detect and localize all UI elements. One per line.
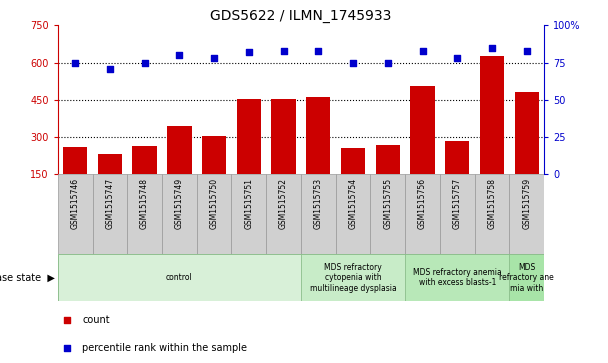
Bar [370,174,405,254]
Text: GSM1515756: GSM1515756 [418,178,427,229]
Point [314,48,323,54]
Bar [237,99,261,174]
Bar [92,174,127,254]
Bar [127,174,162,254]
Text: count: count [82,315,109,325]
Bar [376,145,400,174]
Bar [410,86,435,174]
Text: MDS
refractory ane
mia with: MDS refractory ane mia with [499,263,554,293]
Point [452,55,462,61]
Bar [98,154,122,174]
Bar [63,147,88,174]
Bar [202,136,226,174]
Bar [440,174,475,254]
Bar [336,174,370,254]
Point [105,66,115,72]
Bar [301,254,405,301]
Point [63,317,72,323]
Point [348,60,358,65]
Point [278,48,288,54]
Bar [306,97,331,174]
Bar [514,92,539,174]
Title: GDS5622 / ILMN_1745933: GDS5622 / ILMN_1745933 [210,9,392,23]
Text: GSM1515749: GSM1515749 [175,178,184,229]
Bar [341,148,365,174]
Point [63,345,72,351]
Bar [197,174,232,254]
Text: GSM1515746: GSM1515746 [71,178,80,229]
Text: GSM1515751: GSM1515751 [244,178,254,229]
Text: GSM1515753: GSM1515753 [314,178,323,229]
Bar [480,56,504,174]
Text: GSM1515757: GSM1515757 [453,178,462,229]
Text: GSM1515750: GSM1515750 [210,178,219,229]
Point [209,55,219,61]
Text: control: control [166,273,193,282]
Bar [58,174,92,254]
Bar [405,174,440,254]
Text: GSM1515758: GSM1515758 [488,178,497,229]
Bar [167,126,192,174]
Bar [271,99,295,174]
Bar [475,174,510,254]
Text: percentile rank within the sample: percentile rank within the sample [82,343,247,352]
Text: GSM1515759: GSM1515759 [522,178,531,229]
Bar [58,254,301,301]
Bar [301,174,336,254]
Point [383,60,393,65]
Bar [445,141,469,174]
Text: GSM1515755: GSM1515755 [383,178,392,229]
Point [244,49,254,55]
Bar [405,254,510,301]
Point [522,48,531,54]
Bar [266,174,301,254]
Bar [510,254,544,301]
Text: GSM1515752: GSM1515752 [279,178,288,229]
Point [71,60,80,65]
Bar [133,146,157,174]
Text: MDS refractory
cytopenia with
multilineage dysplasia: MDS refractory cytopenia with multilinea… [309,263,396,293]
Text: GSM1515747: GSM1515747 [105,178,114,229]
Point [487,45,497,50]
Text: disease state  ▶: disease state ▶ [0,273,55,283]
Text: GSM1515754: GSM1515754 [348,178,358,229]
Bar [510,174,544,254]
Text: MDS refractory anemia
with excess blasts-1: MDS refractory anemia with excess blasts… [413,268,502,287]
Point [140,60,150,65]
Point [418,48,427,54]
Bar [232,174,266,254]
Point [174,52,184,58]
Text: GSM1515748: GSM1515748 [140,178,149,229]
Bar [162,174,197,254]
